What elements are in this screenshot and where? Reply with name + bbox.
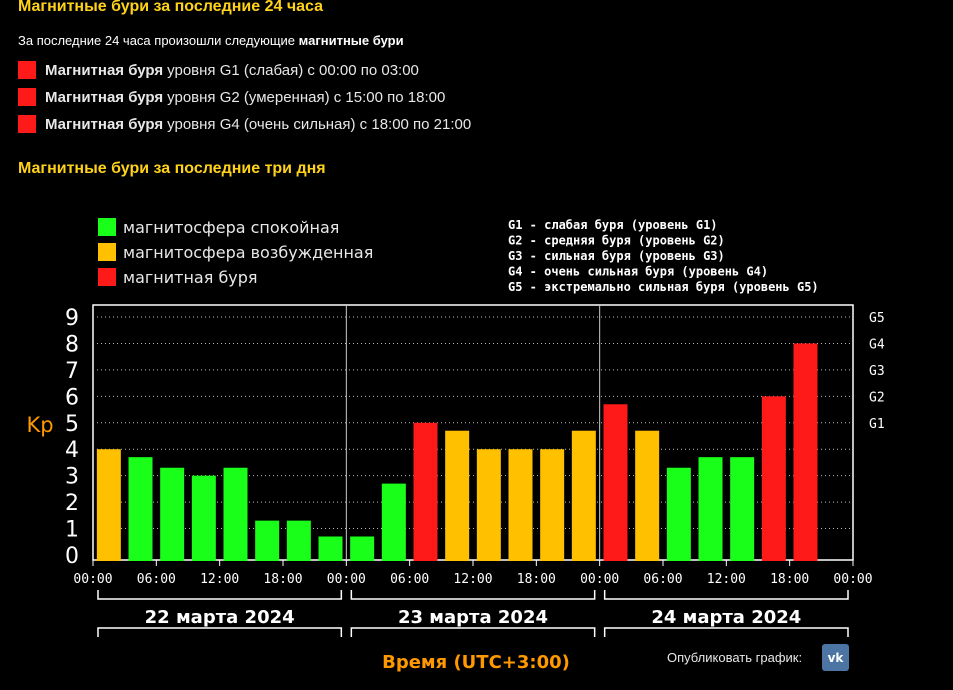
storm-item: Магнитная буря уровня G1 (слабая) с 00:0… [18, 60, 419, 80]
legend-label: магнитосфера спокойная [123, 218, 339, 237]
day-bracket-bottom [97, 627, 343, 637]
legend-swatch [98, 268, 116, 286]
legend-label: магнитосфера возбужденная [123, 243, 373, 262]
day-label: 22 марта 2024 [145, 607, 295, 628]
legend-label: магнитная буря [123, 268, 258, 287]
x-tick-label: 12:00 [453, 572, 492, 587]
y-tick-label: 5 [65, 412, 79, 437]
kp-bar [381, 483, 406, 561]
kp-bar [476, 449, 501, 561]
y-tick-label: 2 [65, 491, 79, 516]
storm-label: Магнитная буря [45, 88, 164, 106]
storm-color-square [18, 88, 36, 106]
x-tick-label: 00:00 [73, 572, 112, 587]
kp-bar [761, 396, 786, 561]
g-legend-line: G4 - очень сильная буря (уровень G4) [508, 265, 768, 279]
storm-text: уровня G4 (очень сильная) с 18:00 по 21:… [167, 115, 472, 133]
kp-bar [730, 457, 755, 561]
x-tick-label: 18:00 [770, 572, 809, 587]
kp-bar [666, 467, 691, 561]
kp-bar [318, 536, 343, 561]
g-level-label: G4 [869, 337, 885, 352]
day-bracket-bottom [603, 627, 849, 637]
kp-bar [128, 457, 153, 561]
x-tick-label: 12:00 [707, 572, 746, 587]
y-tick-label: 6 [65, 385, 79, 410]
vk-share-button[interactable]: vk [822, 644, 849, 671]
x-tick-label: 18:00 [263, 572, 302, 587]
storm-label: Магнитная буря [45, 115, 164, 133]
day-bracket-bottom [350, 627, 596, 637]
x-tick-label: 00:00 [327, 572, 366, 587]
storm-item: Магнитная буря уровня G4 (очень сильная)… [18, 114, 471, 134]
y-tick-label: 4 [65, 438, 79, 463]
page-title: Магнитные бури за последние 24 часа [18, 0, 323, 15]
x-tick-label: 06:00 [390, 572, 429, 587]
g-level-label: G1 [869, 417, 885, 432]
day-bracket-top [350, 590, 596, 600]
kp-chart: магнитосфера спокойная магнитосфера возбу… [26, 218, 885, 673]
storm-color-square [18, 61, 36, 79]
kp-bar [635, 430, 660, 561]
kp-bar [793, 343, 818, 561]
x-tick-label: 06:00 [137, 572, 176, 587]
x-tick-label: 00:00 [833, 572, 872, 587]
g-legend-line: G1 - слабая буря (уровень G1) [508, 218, 718, 232]
kp-bar [603, 404, 628, 561]
kp-bar [96, 449, 121, 561]
legend-swatch [98, 218, 116, 236]
x-tick-label: 18:00 [517, 572, 556, 587]
section-title: Магнитные бури за последние три дня [18, 160, 326, 177]
g-level-label: G5 [869, 311, 885, 326]
y-tick-label: 7 [65, 359, 79, 384]
kp-bar [223, 467, 248, 561]
g-level-label: G3 [869, 364, 885, 379]
x-tick-label: 00:00 [580, 572, 619, 587]
kp-bar [540, 449, 565, 561]
kp-bar [191, 475, 216, 561]
day-label: 24 марта 2024 [651, 607, 801, 628]
storms-intro: За последние 24 часа произошли следующие… [18, 33, 404, 48]
kp-bar [508, 449, 533, 561]
g-legend-line: G2 - средняя буря (уровень G2) [508, 234, 725, 248]
day-bracket-top [97, 590, 343, 600]
day-bracket-top [603, 590, 849, 600]
legend-swatch [98, 243, 116, 261]
y-tick-label: 0 [65, 544, 79, 569]
g-level-label: G2 [869, 390, 885, 405]
y-tick-label: 9 [65, 306, 79, 331]
publish-label: Опубликовать график: [667, 650, 803, 665]
x-tick-label: 06:00 [643, 572, 682, 587]
x-tick-label: 12:00 [200, 572, 239, 587]
g-legend-line: G3 - сильная буря (уровень G3) [508, 249, 725, 263]
storm-color-square [18, 115, 36, 133]
x-axis-label: Время (UTC+3:00) [382, 652, 570, 673]
g-legend-line: G5 - экстремально сильная буря (уровень … [508, 280, 819, 294]
y-tick-label: 8 [65, 332, 79, 357]
kp-bar [698, 457, 723, 561]
kp-bar [286, 520, 311, 561]
y-tick-label: 1 [65, 518, 79, 543]
storm-item: Магнитная буря уровня G2 (умеренная) с 1… [18, 87, 445, 107]
intro-text: За последние 24 часа произошли следующие [18, 33, 296, 48]
y-tick-label: 3 [65, 465, 79, 490]
kp-bar [445, 430, 470, 561]
storm-label: Магнитная буря [45, 61, 164, 79]
intro-bold: магнитные бури [298, 33, 404, 48]
kp-bar [413, 422, 438, 561]
kp-bar [350, 536, 375, 561]
kp-bar [160, 467, 185, 561]
storm-text: уровня G2 (умеренная) с 15:00 по 18:00 [167, 88, 446, 106]
kp-bar [255, 520, 280, 561]
y-axis-label: Kp [26, 413, 53, 437]
storm-text: уровня G1 (слабая) с 00:00 по 03:00 [167, 61, 419, 79]
kp-bar [571, 430, 596, 561]
day-label: 23 марта 2024 [398, 607, 548, 628]
